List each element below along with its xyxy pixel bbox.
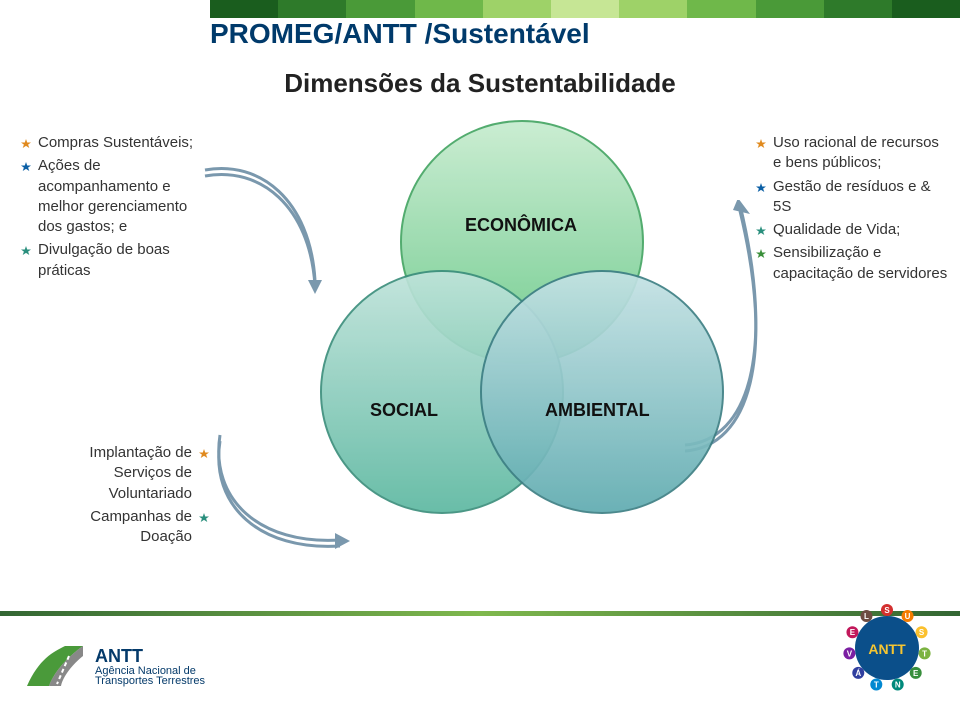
page-title: PROMEG/ANTT /Sustentável	[210, 18, 590, 50]
sust-center-text: ANTT	[868, 641, 906, 657]
svg-text:T: T	[922, 649, 927, 658]
bullet-text: Campanhas de Doação	[40, 507, 192, 548]
star-icon	[20, 161, 32, 237]
svg-text:L: L	[864, 612, 869, 621]
svg-text:E: E	[913, 669, 919, 678]
bullet-item: Qualidade de Vida;	[755, 220, 950, 240]
svg-text:V: V	[847, 649, 853, 658]
star-icon	[20, 245, 32, 281]
footer-divider	[0, 611, 960, 616]
bullet-item: Compras Sustentáveis;	[20, 133, 205, 153]
road-icon	[25, 644, 85, 688]
box-economica-items: Compras Sustentáveis; Ações de acompanham…	[20, 130, 205, 284]
logo-antt: ANTT Agência Nacional de Transportes Ter…	[25, 644, 205, 688]
bullet-text: Gestão de resíduos e & 5S	[773, 177, 950, 218]
box-social-items: Implantação de Serviços de VoluntariadoC…	[40, 440, 210, 550]
bullet-item: Ações de acompanhamento e melhor gerenci…	[20, 156, 205, 237]
svg-text:S: S	[919, 628, 925, 637]
svg-text:S: S	[884, 606, 890, 615]
bullet-text: Qualidade de Vida;	[773, 220, 900, 240]
bullet-text: Ações de acompanhamento e melhor gerenci…	[38, 156, 205, 237]
bullet-item: Campanhas de Doação	[40, 507, 210, 548]
page-subtitle: Dimensões da Sustentabilidade	[0, 68, 960, 99]
box-ambiental-items: Uso racional de recursos e bens públicos…	[755, 130, 950, 287]
star-icon	[198, 448, 210, 504]
svg-text:U: U	[905, 612, 911, 621]
label-social: SOCIAL	[370, 400, 438, 421]
bullet-text: Uso racional de recursos e bens públicos…	[773, 133, 950, 174]
logo-sustentavel: ANTT SUSTENTÁVEL	[842, 603, 932, 698]
svg-text:Á: Á	[855, 669, 861, 678]
arrow-left	[200, 160, 330, 300]
star-icon	[20, 138, 32, 153]
bullet-text: Sensibilização e capacitação de servidor…	[773, 243, 950, 284]
svg-text:N: N	[895, 680, 901, 689]
antt-line3: Transportes Terrestres	[95, 675, 205, 687]
star-icon	[755, 225, 767, 240]
star-icon	[755, 248, 767, 284]
star-icon	[755, 138, 767, 174]
bullet-text: Compras Sustentáveis;	[38, 133, 193, 153]
bullet-item: Divulgação de boas práticas	[20, 240, 205, 281]
venn-diagram: ECONÔMICA SOCIAL AMBIENTAL	[320, 120, 720, 500]
antt-name: ANTT	[95, 646, 205, 667]
circle-ambiental	[480, 270, 724, 514]
header-stripe	[210, 0, 960, 18]
svg-text:T: T	[874, 680, 879, 689]
bullet-item: Implantação de Serviços de Voluntariado	[40, 443, 210, 504]
bullet-item: Sensibilização e capacitação de servidor…	[755, 243, 950, 284]
label-economica: ECONÔMICA	[465, 215, 577, 236]
star-icon	[755, 182, 767, 218]
label-ambiental: AMBIENTAL	[545, 400, 650, 421]
svg-text:E: E	[850, 628, 856, 637]
bullet-text: Implantação de Serviços de Voluntariado	[40, 443, 192, 504]
bullet-text: Divulgação de boas práticas	[38, 240, 205, 281]
star-icon	[198, 512, 210, 548]
bullet-item: Gestão de resíduos e & 5S	[755, 177, 950, 218]
bullet-item: Uso racional de recursos e bens públicos…	[755, 133, 950, 174]
